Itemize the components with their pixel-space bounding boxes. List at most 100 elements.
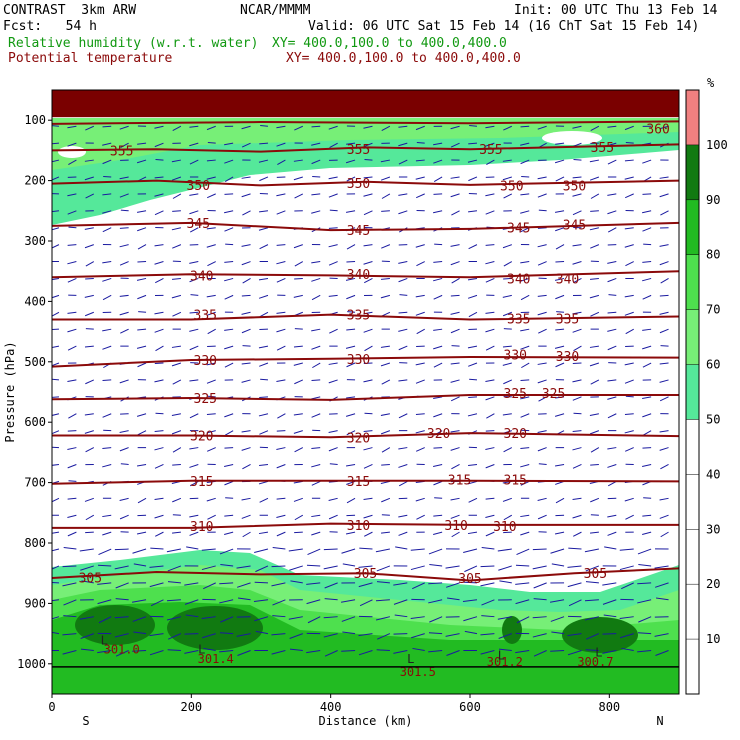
wind-vector [172,193,182,199]
wind-vector [642,328,652,331]
wind-vector [433,210,443,214]
wind-vector [428,548,443,555]
wind-vector [102,514,112,518]
wind-vector [276,210,286,215]
wind-vector [219,632,234,635]
wind-vector [572,447,582,451]
wind-vector [433,294,443,300]
theta-label-315: 315 [448,474,471,489]
wind-vector [468,244,478,250]
low-marker: L [198,643,205,657]
wind-vector [642,345,652,350]
field2-name: Potential temperature [8,51,173,66]
wind-vector [63,546,77,550]
y-tick-label: 200 [24,174,46,188]
wind-vector [241,362,251,365]
wind-vector [450,362,460,365]
wind-vector [346,480,356,485]
wind-vector [520,227,530,233]
wind-vector [311,328,321,332]
wind-vector [502,311,512,317]
wind-vector [260,125,269,127]
wind-vector [480,565,495,568]
wind-vector [363,261,373,265]
theta-label-340: 340 [556,272,579,287]
wind-vector [345,345,356,349]
surface-theta-label: 301.5 [400,665,436,679]
wind-vector [259,497,269,503]
wind-vector [276,514,286,518]
wind-vector [584,548,599,553]
axes-layer: 100 200 300 400 500 600 700 800 900 1000 0 200 400 60… [3,89,680,728]
wind-vector [446,582,460,588]
wind-vector [85,193,95,199]
wind-vector [642,514,652,517]
theta-label-355: 355 [479,143,502,158]
y-axis-label: Pressure (hPa) [3,341,17,442]
wind-vector [189,277,199,283]
wind-vector [277,159,286,165]
wind-vector [520,480,530,486]
wind-vector [241,514,251,519]
wind-vector [102,379,112,382]
wind-vector [137,142,147,145]
wind-vector [312,362,321,369]
wind-vector [258,294,269,299]
wind-vector [642,413,652,418]
wind-vector [254,581,268,584]
wind-vector [224,142,234,146]
wind-vector [380,430,391,435]
wind-vector [154,261,164,265]
colorbar-frame [685,89,700,695]
wind-vector [67,379,77,382]
wind-vector [567,565,582,568]
theta-label-350: 350 [500,179,523,194]
wind-vector [149,650,164,656]
wind-vector [52,142,60,145]
wind-vector [167,581,181,584]
y-tick-label: 300 [24,234,46,248]
wind-vector [328,244,338,248]
wind-vector [154,430,164,433]
wind-vector [502,176,512,181]
wind-vector [306,599,321,605]
wind-vector [119,430,129,433]
wind-vector [624,362,634,366]
wind-vector [102,294,112,301]
wind-vector [102,227,112,233]
wind-vector [485,244,495,246]
wind-vector [171,277,181,280]
wind-vector [481,546,495,550]
colorbar-band [686,199,699,255]
wind-vector [306,650,321,654]
wind-vector [376,633,391,640]
wind-vector [604,546,617,550]
wind-vector [450,447,460,451]
wind-vector [381,125,391,131]
wind-vector [207,447,216,452]
wind-vector [642,227,652,232]
wind-vector [572,193,582,197]
theta-label-350: 350 [347,177,370,192]
wind-vector [642,261,652,263]
wind-vector [660,531,669,538]
wind-vector [485,311,495,314]
wind-vector [625,395,634,398]
wind-vector [311,531,321,536]
wind-vector [428,599,443,604]
wind-vector [346,176,356,182]
wind-vector [433,261,443,263]
wind-vector [567,650,582,656]
wind-vector [659,193,669,198]
wind-vector [624,497,634,502]
wind-vector [171,294,182,299]
wind-vector [172,497,182,503]
wind-vector [503,379,513,385]
wind-vector [533,582,547,589]
wind-vector [433,396,443,399]
wind-vector [346,294,356,300]
wind-vector [150,599,164,607]
colorbar-label: 80 [706,248,720,262]
colorbar-label: 70 [706,303,720,317]
wind-vector [311,413,321,418]
